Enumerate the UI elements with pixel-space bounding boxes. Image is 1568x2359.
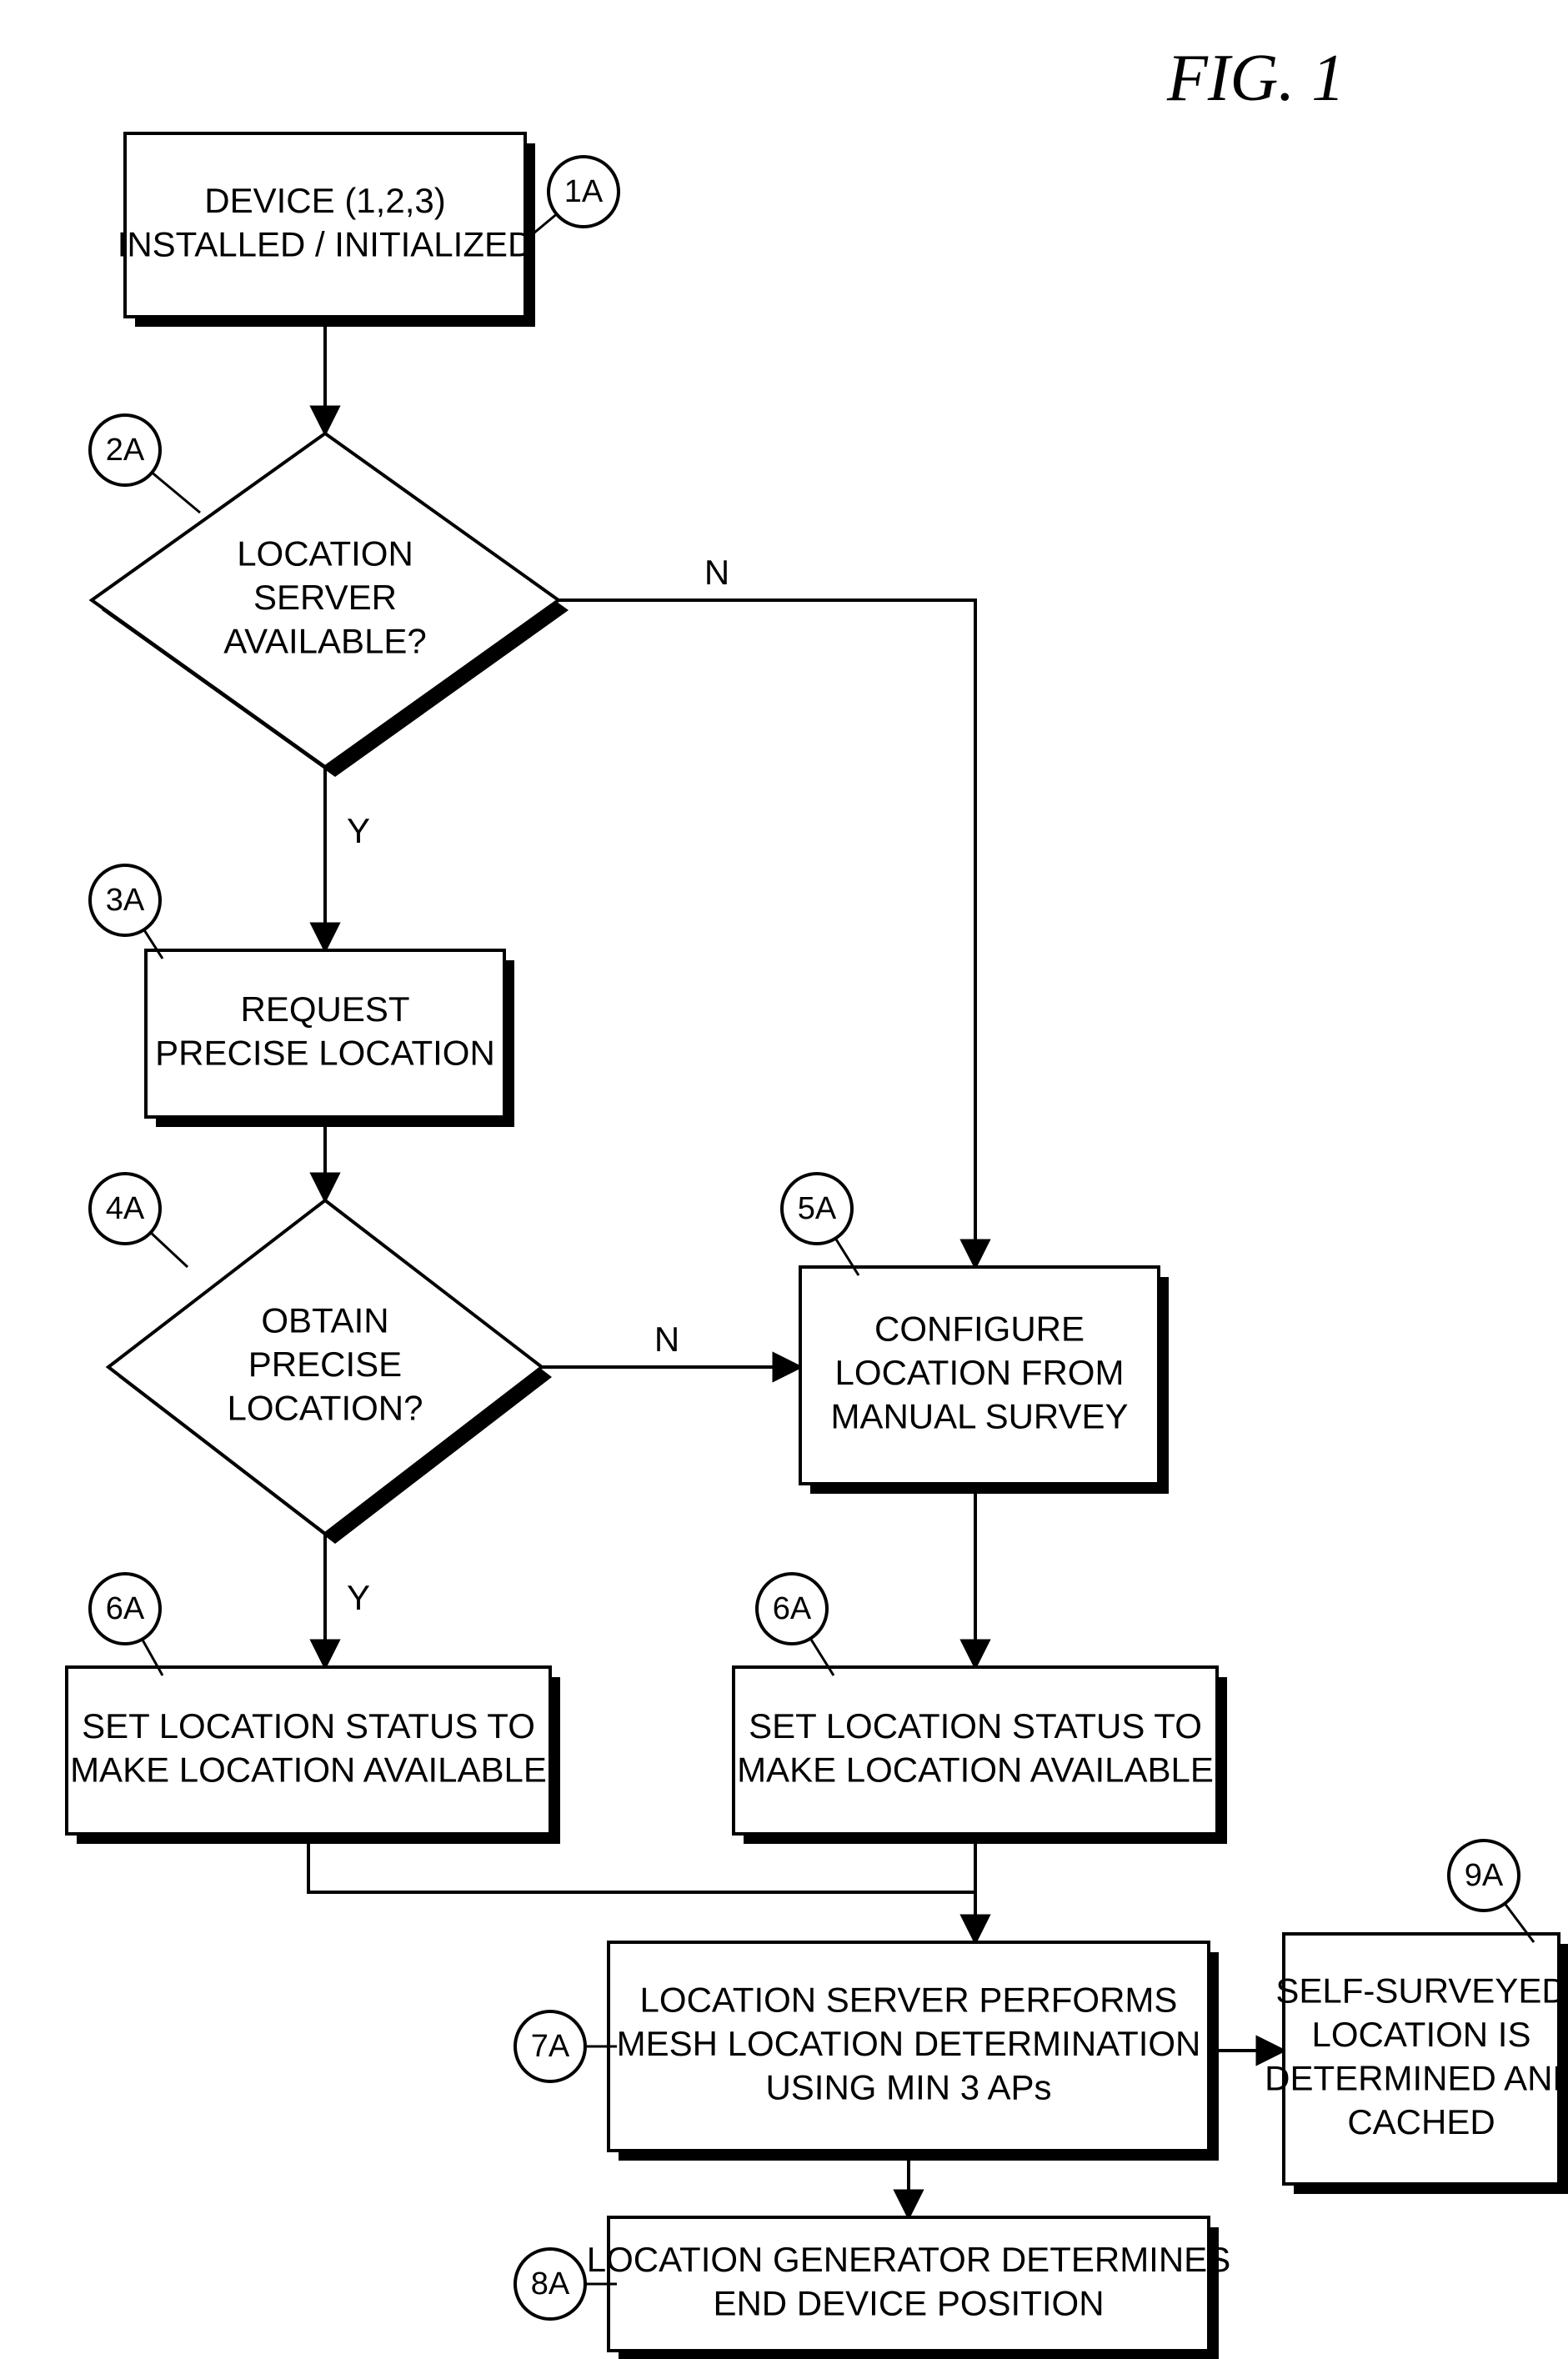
edge-label: N (704, 553, 729, 592)
badge-label: 4A (106, 1191, 145, 1226)
edge (308, 1834, 975, 1942)
edge (559, 600, 975, 1267)
badge-label: 2A (106, 433, 145, 468)
badge-label: 6A (773, 1591, 812, 1626)
node-text: AVAILABLE? (223, 622, 427, 661)
badge-label: 7A (531, 2029, 570, 2064)
node-text: INSTALLED / INITIALIZED (118, 224, 534, 263)
badge-label: 6A (106, 1591, 145, 1626)
figure-title: FIG. 1 (1166, 42, 1345, 115)
node-text: DEVICE (1,2,3) (204, 181, 445, 220)
node-text: CONFIGURE (874, 1310, 1085, 1349)
node-text: LOCATION GENERATOR DETERMINES (587, 2240, 1230, 2279)
node-text: LOCATION IS (1312, 2015, 1531, 2054)
badge-label: 5A (798, 1191, 837, 1226)
node-text: REQUEST (240, 989, 409, 1029)
node-text: SERVER (253, 578, 397, 617)
badge-leader (151, 1233, 188, 1267)
badge-label: 8A (531, 2266, 570, 2301)
process-n8: LOCATION GENERATOR DETERMINES END DEVICE … (587, 2217, 1230, 2359)
process-n1: DEVICE (1,2,3) INSTALLED / INITIALIZED (118, 133, 535, 327)
node-text: MANUAL SURVEY (830, 1397, 1128, 1436)
flowchart-figure: FIG. 1 N Y N Y DEVICE (1,2,3) INSTALLED / INIT… (0, 0, 1568, 2359)
node-text: SET LOCATION STATUS TO (82, 1706, 535, 1745)
node-text: LOCATION? (228, 1389, 423, 1428)
node-text: SELF-SURVEYED (1275, 1971, 1566, 2010)
badge-label: 1A (564, 174, 604, 209)
node-text: PRECISE LOCATION (155, 1033, 495, 1072)
node-text: MESH LOCATION DETERMINATION (617, 2024, 1201, 2063)
node-text: END DEVICE POSITION (713, 2283, 1104, 2322)
node-text: MAKE LOCATION AVAILABLE (737, 1750, 1214, 1789)
process-n6b: SET LOCATION STATUS TO MAKE LOCATION AVAI… (734, 1667, 1227, 1844)
decision-n2: LOCATION SERVER AVAILABLE? (92, 433, 569, 777)
process-n5: CONFIGURE LOCATION FROM MANUAL SURVEY (800, 1267, 1169, 1494)
process-n9: SELF-SURVEYED LOCATION IS DETERMINED AND CA… (1265, 1934, 1568, 2194)
node-text: USING MIN 3 APs (765, 2068, 1051, 2107)
badge-leader (534, 214, 557, 233)
node-text: LOCATION SERVER PERFORMS (640, 1981, 1178, 2020)
node-text: LOCATION FROM (835, 1353, 1125, 1392)
edge-label: N (654, 1320, 679, 1359)
badge-label: 3A (106, 883, 145, 918)
node-text: OBTAIN (261, 1301, 388, 1340)
node-text: PRECISE (248, 1345, 402, 1384)
process-n7: LOCATION SERVER PERFORMS MESH LOCATION DE… (609, 1942, 1219, 2161)
node-text: CACHED (1347, 2102, 1495, 2141)
edge-label: Y (347, 1578, 370, 1617)
process-n3: REQUEST PRECISE LOCATION (146, 950, 514, 1127)
node-text: LOCATION (237, 534, 413, 573)
node-text: SET LOCATION STATUS TO (749, 1706, 1202, 1745)
edge-label: Y (347, 811, 370, 850)
process-n6a: SET LOCATION STATUS TO MAKE LOCATION AVAI… (67, 1667, 560, 1844)
node-text: MAKE LOCATION AVAILABLE (70, 1750, 547, 1789)
decision-n4: OBTAIN PRECISE LOCATION? (108, 1200, 552, 1544)
badge-leader (152, 473, 200, 513)
badge-label: 9A (1465, 1858, 1504, 1893)
node-text: DETERMINED AND (1265, 2058, 1568, 2097)
